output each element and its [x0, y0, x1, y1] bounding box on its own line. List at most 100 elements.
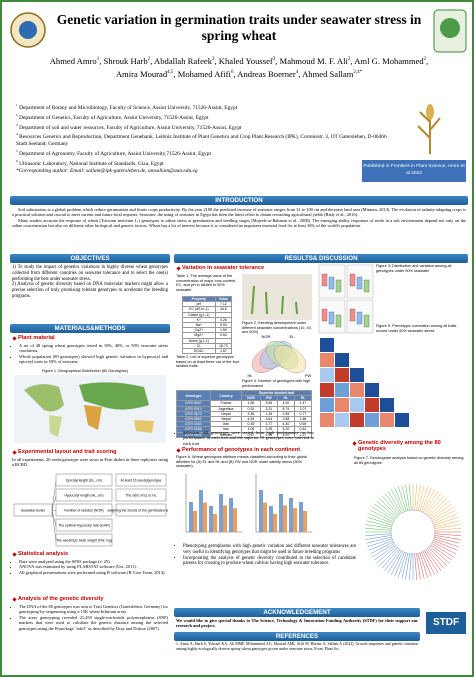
section-bar: INTRODUCTION	[10, 196, 468, 205]
author-sup: 2,4*	[353, 69, 363, 75]
seedling-photo	[242, 274, 312, 320]
bar	[293, 508, 297, 532]
figure-caption: Figure 6. Wheat genotypes attribute mean…	[176, 455, 307, 469]
table-cell: 18.73	[214, 342, 233, 350]
branch	[433, 540, 458, 551]
affiliation-text: Department of Genetics, Faculty of Agric…	[19, 114, 209, 121]
funder-logo: STDF	[426, 612, 466, 634]
bar	[229, 498, 233, 532]
heat-cell	[380, 398, 394, 412]
branch	[416, 553, 421, 580]
branch	[387, 550, 402, 574]
heat-cell	[335, 353, 349, 367]
paragraph: Many studies accurate the response of wh…	[12, 217, 466, 229]
diagram-label: Seawater levels	[21, 509, 45, 513]
affiliation-sup: 1	[16, 103, 18, 107]
table-row: Na+ 9.04	[182, 321, 233, 329]
table-cell: 0.26	[214, 316, 233, 324]
heat-cell	[320, 383, 334, 397]
table-header: Superior studied trait	[241, 389, 312, 397]
heat-cell	[335, 413, 349, 427]
seedling	[251, 285, 298, 315]
table-row: ATRI 5364 Iran 0.45 3.77 4.30 0.69	[176, 421, 313, 428]
branch	[405, 484, 410, 511]
affiliation-text: Department of Botany and Microbiology, F…	[19, 104, 238, 111]
bullets: Phenotyping germplasms with high genetic…	[176, 544, 356, 567]
branch	[365, 524, 392, 529]
branch	[419, 486, 429, 512]
paragraph: Soil salinization is a global problem wh…	[12, 207, 466, 218]
branch	[374, 503, 396, 520]
dendrogram	[365, 484, 461, 580]
branch	[381, 495, 399, 516]
branch	[365, 527, 392, 531]
diagram-label: Number of radicles (NOR)	[64, 509, 103, 513]
table-cell: 0.77	[293, 410, 313, 418]
table-cell: SO42-	[182, 348, 216, 355]
heat-cell	[350, 383, 364, 397]
heat-cell	[335, 398, 349, 412]
table-cell: France	[209, 400, 243, 407]
table-cell: 0.54	[214, 332, 233, 339]
heat-cell	[335, 383, 349, 397]
bar	[273, 513, 277, 532]
heat-cell	[365, 383, 379, 397]
branch	[401, 485, 409, 511]
section-bar: MATERIALS&METHODS	[10, 324, 170, 333]
figure-caption: Figure 5. Phenotypic correlation among a…	[376, 324, 457, 333]
table-cell: Iran	[209, 426, 243, 433]
poster-title: Genetic variation in germination traits …	[56, 12, 422, 43]
branch	[417, 485, 425, 511]
table-caption: Table 1. The average value of the concen…	[176, 274, 237, 292]
table-row: ATRI 5310 Argentina 0.92 3.31 8.79 2.07	[176, 405, 313, 412]
table-cell: 0.81	[293, 426, 313, 433]
branch	[371, 543, 395, 558]
bar	[219, 494, 223, 532]
author: Andreas Boerner4,	[237, 68, 303, 79]
branch	[384, 549, 401, 571]
affiliation-sup: 3	[16, 122, 18, 127]
figure-caption: Figure 7. Dendrogram analysis based on g…	[354, 456, 464, 465]
branch	[378, 547, 398, 567]
branch	[417, 553, 425, 579]
subheading: Analysis of the genetic diversity	[12, 596, 104, 602]
author-sup: 4,5	[167, 69, 174, 75]
bar	[279, 494, 283, 532]
branch	[408, 553, 412, 580]
box	[328, 311, 335, 325]
section-bar: REFERENCES	[174, 632, 420, 641]
heat-cell	[365, 398, 379, 412]
branch	[430, 503, 452, 520]
bar	[259, 490, 263, 532]
branch	[376, 500, 397, 518]
wheat-stalk	[417, 110, 441, 154]
author-sup: 3	[272, 57, 276, 62]
bar	[223, 505, 227, 532]
heat-cell	[335, 368, 349, 382]
bullet: A set of 48 spring wheat genotypes teste…	[19, 343, 168, 354]
bullet: The array genotyping revealed 21,450 sin…	[19, 615, 168, 631]
correlation-matrix	[320, 338, 409, 427]
table-cell: Iran	[209, 421, 243, 428]
subheading: Experimental layout and trait scoring	[12, 449, 117, 455]
branch	[368, 540, 393, 551]
branch	[432, 541, 456, 555]
bullet: All graphical presentations were perform…	[19, 570, 168, 575]
branch	[414, 553, 418, 580]
branch	[421, 487, 432, 512]
branch	[394, 552, 405, 577]
bullets: The DNA of the 80 genotypes was sent to …	[12, 604, 168, 631]
diagram-box	[55, 473, 113, 487]
heat-cell	[320, 368, 334, 382]
world-map	[14, 375, 166, 443]
bullet: Data were analyzed using the SPSS packag…	[19, 559, 168, 564]
author: Ahmed Sallam2,4*	[302, 69, 362, 79]
university-logo	[10, 12, 46, 48]
ion-table: Property Value pH 7.12 EC (dS.m-1) 44.5 Cation…	[182, 295, 233, 355]
table-row: K+ 0.26	[182, 316, 233, 324]
diagram-label: Epicotyl length (EL, cm)	[66, 479, 102, 483]
box	[321, 273, 328, 287]
branch	[428, 547, 448, 567]
table-row: EC (dS.m-1) 44.5	[182, 306, 233, 313]
section-bar: RESULTS& DISCUSSION	[174, 254, 468, 263]
